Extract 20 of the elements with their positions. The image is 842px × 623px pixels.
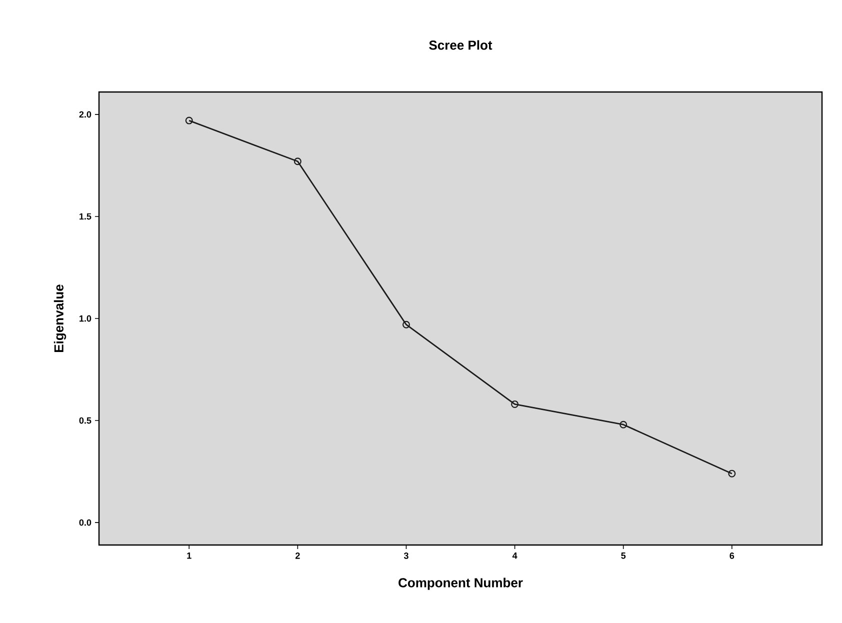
x-tick-label: 2 (295, 552, 300, 559)
y-tick-label: 0.0 (79, 519, 92, 526)
y-axis-title: Eigenvalue (54, 284, 66, 352)
point (402, 320, 410, 328)
point (728, 470, 736, 478)
point (620, 420, 628, 428)
y-tick-label: 1.5 (80, 213, 92, 220)
x-axis-title: Component Number (398, 578, 523, 590)
x-tick-label: 1 (187, 552, 192, 559)
x-tick-label: 3 (404, 552, 408, 559)
point (511, 400, 519, 408)
x-tick-label: 5 (621, 552, 626, 559)
y-tick-label: 0.5 (79, 417, 92, 424)
point (294, 158, 302, 166)
x-tick-label: 4 (512, 552, 518, 559)
point (185, 116, 193, 124)
y-tick-label: 2.0 (79, 111, 92, 118)
x-tick-label: 6 (730, 552, 734, 559)
chart-title: Scree Plot (429, 40, 492, 50)
y-tick-label: 1.0 (80, 315, 92, 322)
